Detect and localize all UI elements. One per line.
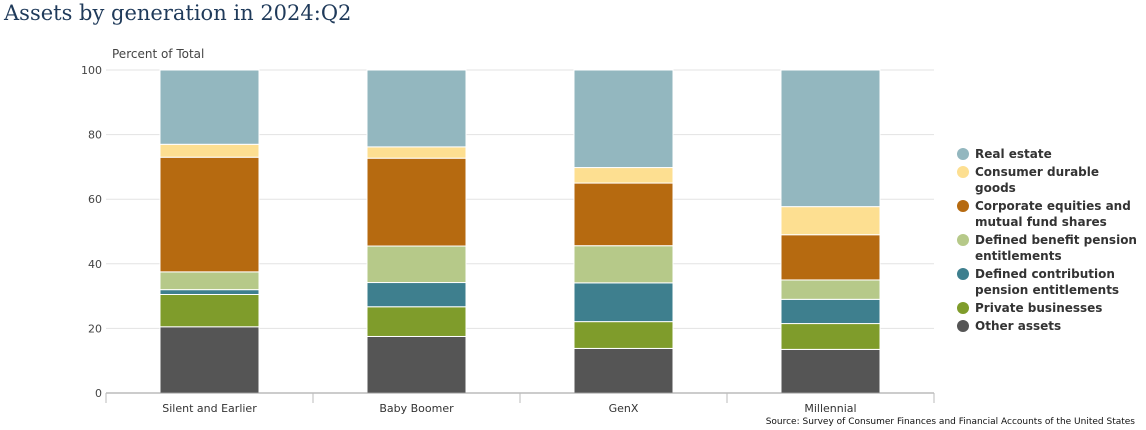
bar-segment <box>573 182 674 247</box>
legend-swatch <box>957 234 969 246</box>
axes: 0 20 40 60 80 100 Silent and Earlier Baby Boome… <box>81 64 935 415</box>
y-axis-label: Percent of Total <box>112 47 205 61</box>
legend-item: Other assets <box>957 318 1140 334</box>
legend-label: Corporate equities and mutual fund share… <box>975 199 1131 229</box>
y-tick-label: 100 <box>81 64 102 77</box>
bar-segment <box>159 289 260 295</box>
legend-item: Private businesses <box>957 300 1140 316</box>
y-tick-label: 40 <box>88 258 102 271</box>
bar-segment <box>573 167 674 184</box>
bar-segment <box>159 326 260 394</box>
y-tick-label: 60 <box>88 193 102 206</box>
bar-segment <box>159 293 260 328</box>
stacked-bar-chart: 0 20 40 60 80 100 Silent and Earlier Baby Boome… <box>81 64 935 415</box>
bar-segment <box>573 245 674 284</box>
bar-segment <box>366 306 467 337</box>
y-tick-label: 0 <box>95 387 102 400</box>
legend-item: Real estate <box>957 146 1140 162</box>
legend-item: Consumer durable goods <box>957 164 1140 196</box>
bar-segment <box>780 234 881 281</box>
x-tick-label: Millennial <box>804 402 856 415</box>
legend-item: Defined benefit pension entitlements <box>957 232 1140 264</box>
bar-segment <box>159 143 260 158</box>
legend-item: Defined contribution pension entitlement… <box>957 266 1140 298</box>
legend-label: Private businesses <box>975 301 1103 315</box>
source-note: Source: Survey of Consumer Finances and … <box>765 417 1135 427</box>
bar-segment <box>780 298 881 325</box>
bar-segment <box>159 69 260 145</box>
bar-segment <box>366 335 467 394</box>
legend-label: Other assets <box>975 319 1062 333</box>
bar-segment <box>780 69 881 208</box>
bar-segment <box>780 348 881 394</box>
legend-swatch <box>957 320 969 332</box>
legend-label: Defined contribution pension entitlement… <box>975 267 1120 297</box>
bar-segment <box>159 156 260 273</box>
x-tick-label: GenX <box>609 402 639 415</box>
bar-segment <box>159 271 260 291</box>
bar-segment <box>573 321 674 349</box>
legend-swatch <box>957 268 969 280</box>
bar-segment <box>366 157 467 247</box>
y-tick-label: 80 <box>88 129 102 142</box>
legend-swatch <box>957 166 969 178</box>
legend: Real estate Consumer durable goods Corpora… <box>957 146 1140 336</box>
bar-segment <box>573 282 674 323</box>
x-tick-label: Silent and Earlier <box>162 402 257 415</box>
bar-segment <box>366 69 467 148</box>
legend-swatch <box>957 148 969 160</box>
legend-label: Defined benefit pension entitlements <box>975 233 1137 263</box>
legend-label: Consumer durable goods <box>975 165 1100 195</box>
bar-segment <box>780 323 881 350</box>
bar-segment <box>780 206 881 236</box>
bars <box>159 69 881 394</box>
bar-segment <box>366 245 467 284</box>
bar-segment <box>366 282 467 308</box>
legend-swatch <box>957 200 969 212</box>
legend-swatch <box>957 302 969 314</box>
chart-title: Assets by generation in 2024:Q2 <box>4 1 352 25</box>
y-tick-label: 20 <box>88 322 102 335</box>
legend-item: Corporate equities and mutual fund share… <box>957 198 1140 230</box>
bar-segment <box>366 146 467 159</box>
bar-segment <box>573 69 674 169</box>
legend-label: Real estate <box>975 147 1052 161</box>
bar-segment <box>780 279 881 300</box>
bar-segment <box>573 347 674 394</box>
x-tick-label: Baby Boomer <box>379 402 454 415</box>
